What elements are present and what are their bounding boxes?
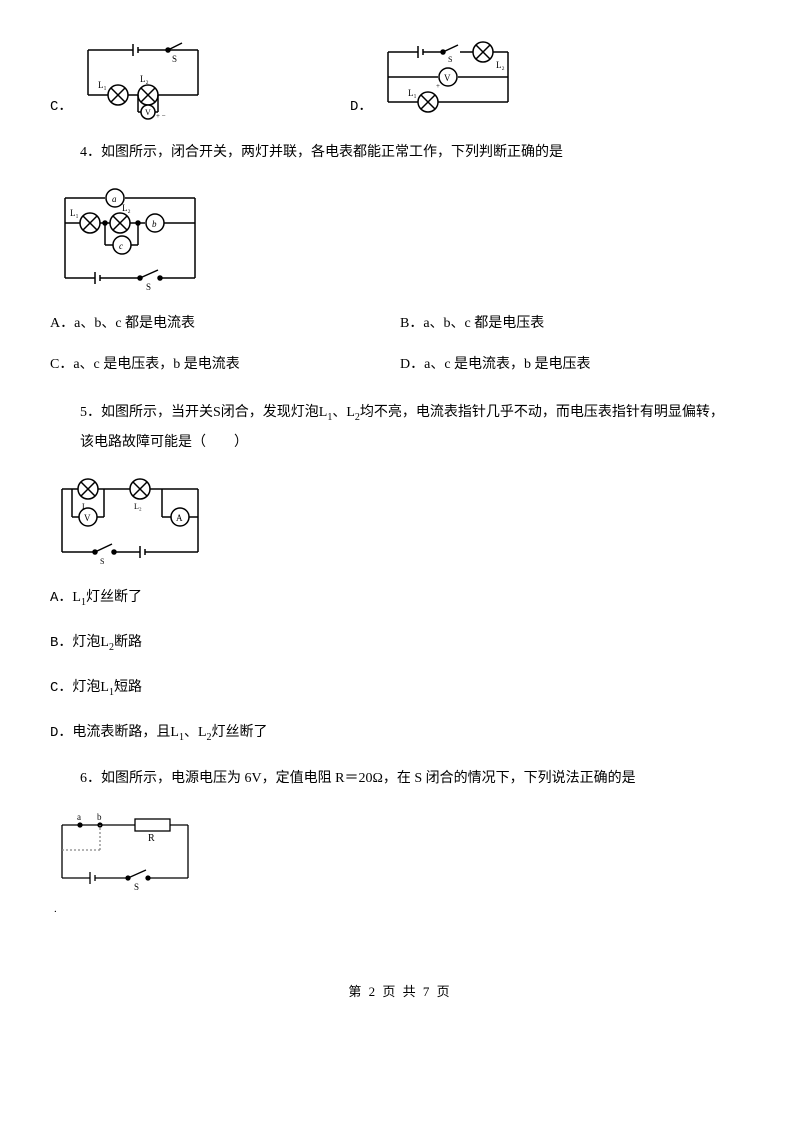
- q6-diagram: a b R S: [50, 810, 200, 895]
- svg-text:S: S: [134, 882, 139, 892]
- q3-options-cd: C． S L₁ L₂: [50, 40, 750, 120]
- svg-text:a: a: [112, 194, 117, 204]
- q4-optA: A．a、b、c 都是电流表: [50, 311, 400, 336]
- svg-text:+ −: + −: [156, 112, 166, 120]
- q3-optD-label: D．: [350, 95, 372, 120]
- q4-optB: B．a、b、c 都是电压表: [400, 311, 750, 336]
- svg-text:a: a: [77, 812, 81, 822]
- svg-text:L₁: L₁: [98, 80, 107, 90]
- q6-num: 6: [80, 771, 87, 786]
- q5-optB: B．灯泡L2断路: [50, 630, 750, 657]
- q5-optC: C．灯泡L1短路: [50, 675, 750, 702]
- q5-optA: A．L1灯丝断了: [50, 585, 750, 612]
- svg-text:L₂: L₂: [122, 203, 131, 213]
- q3-optC-label: C．: [50, 95, 72, 120]
- svg-text:S: S: [448, 55, 452, 64]
- q5-diagram: L₁ L₂ V A S: [50, 477, 210, 567]
- q4-optD: D．a、c 是电流表，b 是电压表: [400, 352, 750, 377]
- svg-text:L₂: L₂: [140, 74, 149, 84]
- q4-text: 4．如图所示，闭合开关，两灯并联，各电表都能正常工作，下列判断正确的是: [80, 140, 750, 165]
- q4-diagram: a L₁ L₂ b c S: [50, 183, 210, 293]
- svg-text:S: S: [100, 557, 104, 566]
- q5-num: 5: [80, 405, 87, 420]
- q4-optC: C．a、c 是电压表，b 是电流表: [50, 352, 400, 377]
- svg-text:L₁: L₁: [70, 208, 79, 218]
- q4-diagram-box: a L₁ L₂ b c S: [50, 183, 750, 293]
- svg-text:R: R: [148, 833, 155, 844]
- svg-text:c: c: [119, 241, 123, 251]
- q6-body: ．如图所示，电源电压为 6V，定值电阻 R＝20Ω，在 S 闭合的情况下，下列说…: [87, 771, 636, 786]
- q4-num: 4: [80, 145, 87, 160]
- svg-text:V: V: [84, 513, 91, 523]
- q3-diagram-c: S L₁ L₂ V + −: [78, 40, 208, 120]
- svg-text:L₂: L₂: [496, 60, 505, 70]
- q5-diagram-box: L₁ L₂ V A S: [50, 477, 750, 567]
- svg-text:+: +: [436, 82, 440, 90]
- svg-text:S: S: [172, 54, 177, 64]
- q6-diagram-dot: .: [54, 903, 57, 915]
- svg-text:b: b: [97, 812, 102, 822]
- q5-text: 5．如图所示，当开关S闭合，发现灯泡L1、L2均不亮，电流表指针几乎不动，而电压…: [80, 398, 750, 460]
- svg-text:V: V: [444, 73, 451, 83]
- svg-text:b: b: [152, 219, 157, 229]
- svg-text:A: A: [176, 513, 183, 523]
- q5-options: A．L1灯丝断了 B．灯泡L2断路 C．灯泡L1短路 D．电流表断路，且L1、L…: [50, 585, 750, 746]
- q4-options: A．a、b、c 都是电流表 B．a、b、c 都是电压表 C．a、c 是电压表，b…: [50, 311, 750, 377]
- q5-optD: D．电流表断路，且L1、L2灯丝断了: [50, 720, 750, 747]
- q4-body: ．如图所示，闭合开关，两灯并联，各电表都能正常工作，下列判断正确的是: [87, 145, 563, 160]
- q6-diagram-box: a b R S .: [50, 810, 750, 920]
- svg-text:S: S: [146, 282, 151, 292]
- svg-text:L₁: L₁: [408, 88, 417, 98]
- q6-text: 6．如图所示，电源电压为 6V，定值电阻 R＝20Ω，在 S 闭合的情况下，下列…: [80, 766, 750, 791]
- page-footer: 第 2 页 共 7 页: [50, 980, 750, 1003]
- svg-text:L₂: L₂: [134, 502, 142, 511]
- svg-text:V: V: [145, 108, 151, 117]
- q3-diagram-d: S L₂ L₁ V +: [378, 40, 518, 120]
